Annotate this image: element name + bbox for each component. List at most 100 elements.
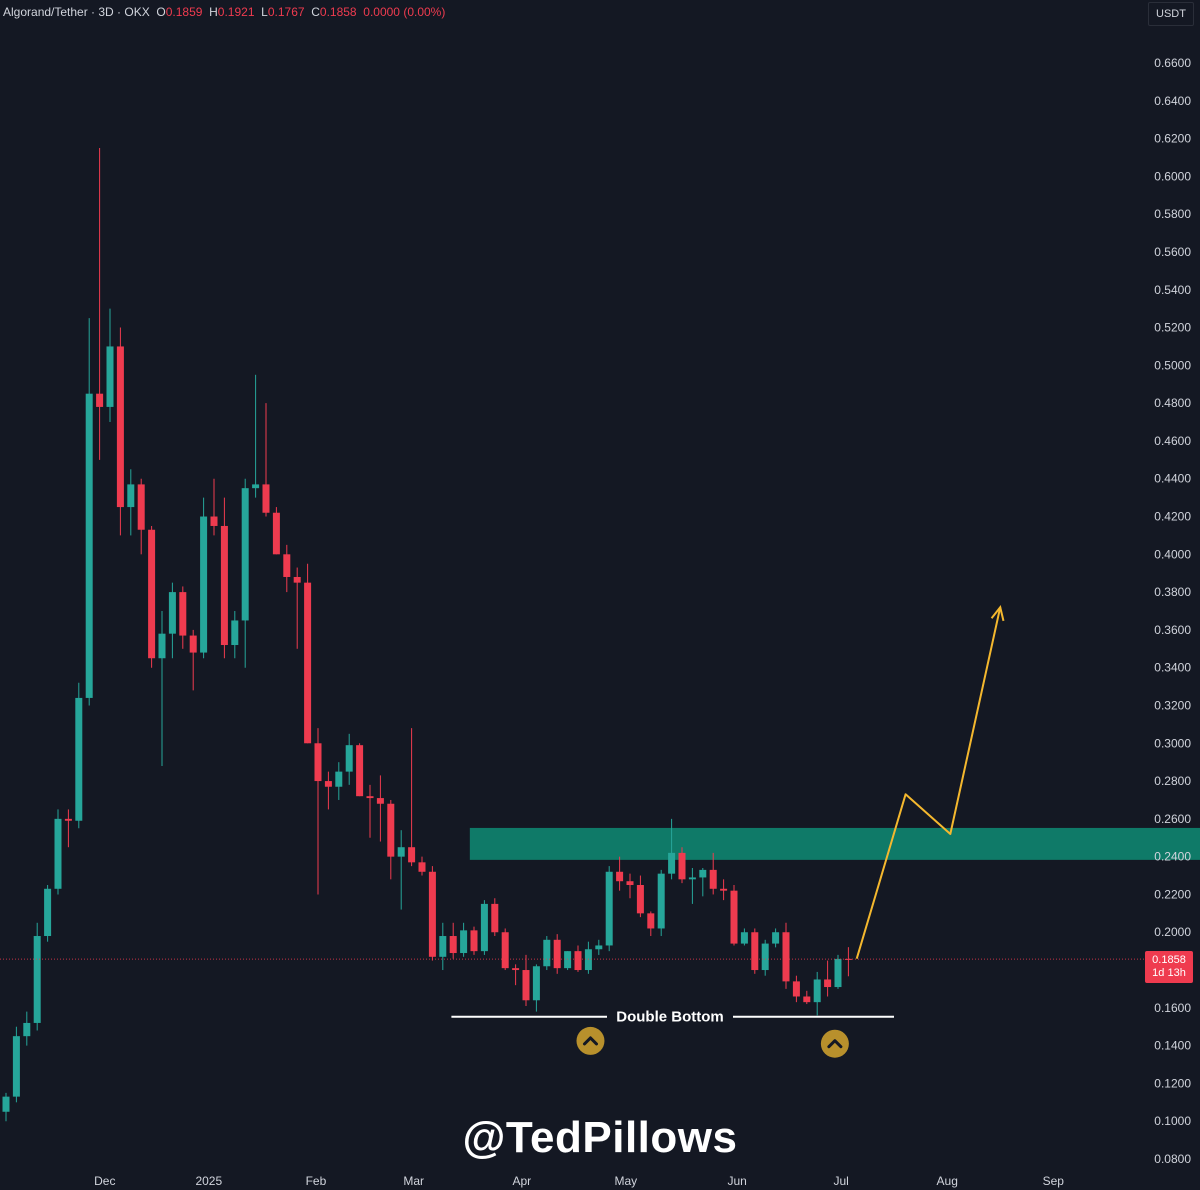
candle: [127, 469, 135, 536]
candle: [844, 947, 852, 977]
currency-badge[interactable]: USDT: [1148, 2, 1194, 26]
price-tick-label: 0.5400: [1154, 283, 1191, 297]
candle: [730, 885, 738, 946]
candle-body: [148, 529, 156, 659]
price-tick-label: 0.6200: [1154, 132, 1191, 146]
candle: [532, 964, 540, 1012]
candle: [574, 945, 582, 972]
candle: [751, 928, 759, 974]
candle: [439, 922, 447, 971]
candle: [720, 879, 728, 901]
high-value: 0.1921: [217, 5, 255, 19]
candle: [272, 507, 280, 555]
price-tick-label: 0.5600: [1154, 245, 1191, 259]
price-tick-label: 0.2400: [1154, 850, 1191, 864]
candle: [64, 809, 72, 848]
open-value: 0.1859: [165, 5, 203, 19]
resistance-zone-layer: [469, 827, 1200, 860]
candle-body: [709, 869, 717, 889]
candle-body: [626, 881, 634, 885]
candle-body: [106, 346, 114, 407]
candle-body: [304, 582, 312, 744]
candle-body: [574, 951, 582, 971]
candle-body: [85, 393, 93, 698]
current-price-tag: 0.1858 1d 13h: [1145, 951, 1193, 983]
price-tick-label: 0.2000: [1154, 925, 1191, 939]
candle-body: [54, 818, 62, 889]
price-tick-label: 0.1600: [1154, 1001, 1191, 1015]
price-tick-label: 0.2600: [1154, 812, 1191, 826]
candle-body: [699, 869, 707, 878]
price-tick-label: 0.4400: [1154, 472, 1191, 486]
candle-body: [543, 939, 551, 967]
candle: [324, 771, 332, 810]
candle: [23, 1011, 31, 1046]
candle-body: [189, 635, 197, 653]
candle: [304, 563, 312, 744]
candle-body: [647, 913, 655, 929]
candle: [106, 308, 114, 423]
candle-body: [168, 592, 176, 634]
candle: [803, 990, 811, 1005]
candle: [501, 928, 509, 971]
candle-body: [252, 484, 260, 489]
candle-body: [75, 697, 83, 821]
candle: [220, 497, 228, 659]
candle: [252, 374, 260, 498]
candle: [179, 586, 187, 649]
candle: [782, 922, 790, 989]
candle: [491, 898, 499, 937]
candle-body: [740, 932, 748, 944]
candle-body: [397, 847, 405, 857]
candle: [595, 939, 603, 955]
projection-arrowhead: [990, 604, 1005, 622]
candle: [54, 809, 62, 895]
candle-body: [408, 847, 416, 863]
candle-body: [44, 888, 52, 937]
candle-body: [460, 930, 468, 954]
candle-body: [657, 873, 665, 929]
candle: [428, 866, 436, 961]
candle: [137, 478, 145, 555]
candle-body: [688, 877, 696, 880]
bottom-marker-icon: [820, 1029, 849, 1058]
low-label: L: [261, 5, 268, 19]
candle-body: [532, 966, 540, 1001]
symbol-title: Algorand/Tether · 3D · OKX: [3, 5, 150, 19]
time-tick-label: Mar: [403, 1174, 424, 1188]
candle: [564, 951, 572, 971]
price-tick-label: 0.1400: [1154, 1039, 1191, 1053]
candle-body: [418, 862, 426, 872]
candle-body: [220, 525, 228, 646]
time-tick-label: Jul: [833, 1174, 848, 1188]
price-tick-label: 0.4200: [1154, 510, 1191, 524]
time-tick-label: Feb: [306, 1174, 327, 1188]
candle: [824, 960, 832, 997]
candle-body: [564, 951, 572, 969]
candle-body: [782, 932, 790, 982]
price-tick-label: 0.5000: [1154, 358, 1191, 372]
candle-body: [272, 512, 280, 555]
candle-body: [335, 771, 343, 787]
candles-layer: [2, 148, 852, 1122]
candle: [740, 928, 748, 946]
candle-body: [470, 930, 478, 952]
price-tick-label: 0.3200: [1154, 698, 1191, 712]
candle: [657, 869, 665, 937]
marker-circle: [576, 1026, 605, 1055]
candle: [553, 934, 561, 974]
candle: [626, 873, 634, 899]
price-tick-label: 0.6600: [1154, 56, 1191, 70]
annotations-layer: Double Bottom: [0, 604, 1145, 1058]
candle: [210, 478, 218, 536]
candle: [2, 1092, 10, 1122]
candle: [262, 403, 270, 517]
open-label: O: [156, 5, 166, 19]
price-tick-label: 0.2800: [1154, 774, 1191, 788]
price-tick-label: 0.3600: [1154, 623, 1191, 637]
projection-path: [855, 607, 1002, 959]
price-tick-label: 0.4800: [1154, 396, 1191, 410]
candle-body: [293, 576, 301, 583]
candle: [480, 900, 488, 955]
